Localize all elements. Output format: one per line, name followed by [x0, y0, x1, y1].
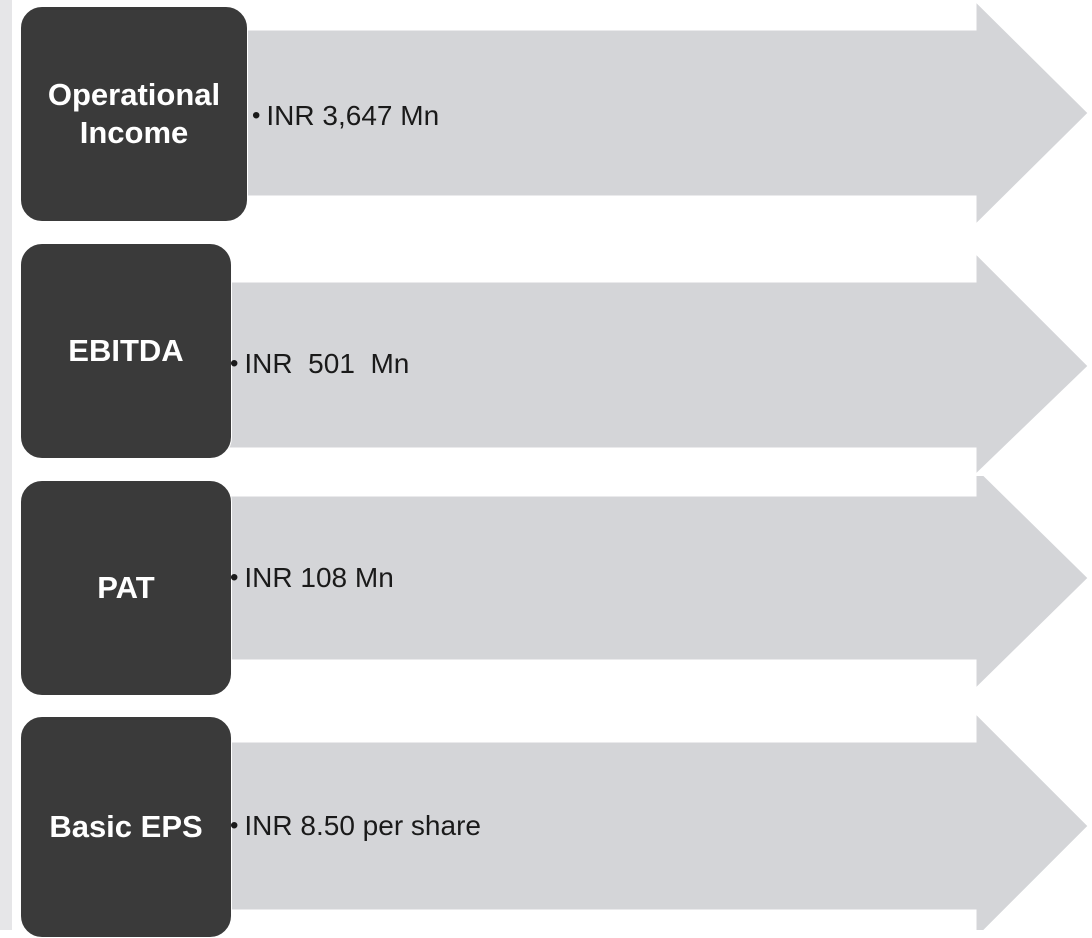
- metric-row-operational-income: Operational Income • INR 3,647 Mn: [0, 0, 1092, 230]
- metric-row-pat: PAT • INR 108 Mn: [0, 476, 1092, 698]
- metric-value: • INR 108 Mn: [230, 558, 394, 598]
- metric-label-box: EBITDA: [20, 243, 232, 459]
- bullet-icon: •: [230, 350, 239, 377]
- metric-value: • INR 8.50 per share: [230, 806, 481, 846]
- arrow-shape: [225, 252, 1089, 476]
- metric-row-basic-eps: Basic EPS • INR 8.50 per share: [0, 712, 1092, 938]
- metric-value-text: INR 108 Mn: [244, 562, 394, 593]
- metric-label-box: PAT: [20, 480, 232, 696]
- metric-value: • INR 3,647 Mn: [252, 96, 439, 136]
- arrow-shape: [239, 0, 1089, 226]
- bullet-icon: •: [230, 812, 239, 839]
- metric-value-text: INR 501 Mn: [244, 348, 410, 379]
- metric-label: EBITDA: [68, 333, 184, 368]
- metric-label-box: Operational Income: [20, 6, 248, 222]
- metric-label: Basic EPS: [49, 809, 203, 844]
- metric-value-text: INR 3,647 Mn: [266, 100, 440, 131]
- arrow-shape: [225, 476, 1089, 690]
- metric-value: • INR 501 Mn: [230, 344, 409, 384]
- metric-label: Operational Income: [47, 77, 221, 150]
- metric-label: PAT: [97, 570, 155, 605]
- bullet-icon: •: [252, 102, 261, 129]
- bullet-icon: •: [230, 564, 239, 591]
- left-edge-strip: [0, 0, 12, 930]
- metric-label-box: Basic EPS: [20, 716, 232, 938]
- metric-row-ebitda: EBITDA • INR 501 Mn: [0, 240, 1092, 476]
- arrow-shape: [225, 712, 1089, 930]
- metric-value-text: INR 8.50 per share: [244, 810, 481, 841]
